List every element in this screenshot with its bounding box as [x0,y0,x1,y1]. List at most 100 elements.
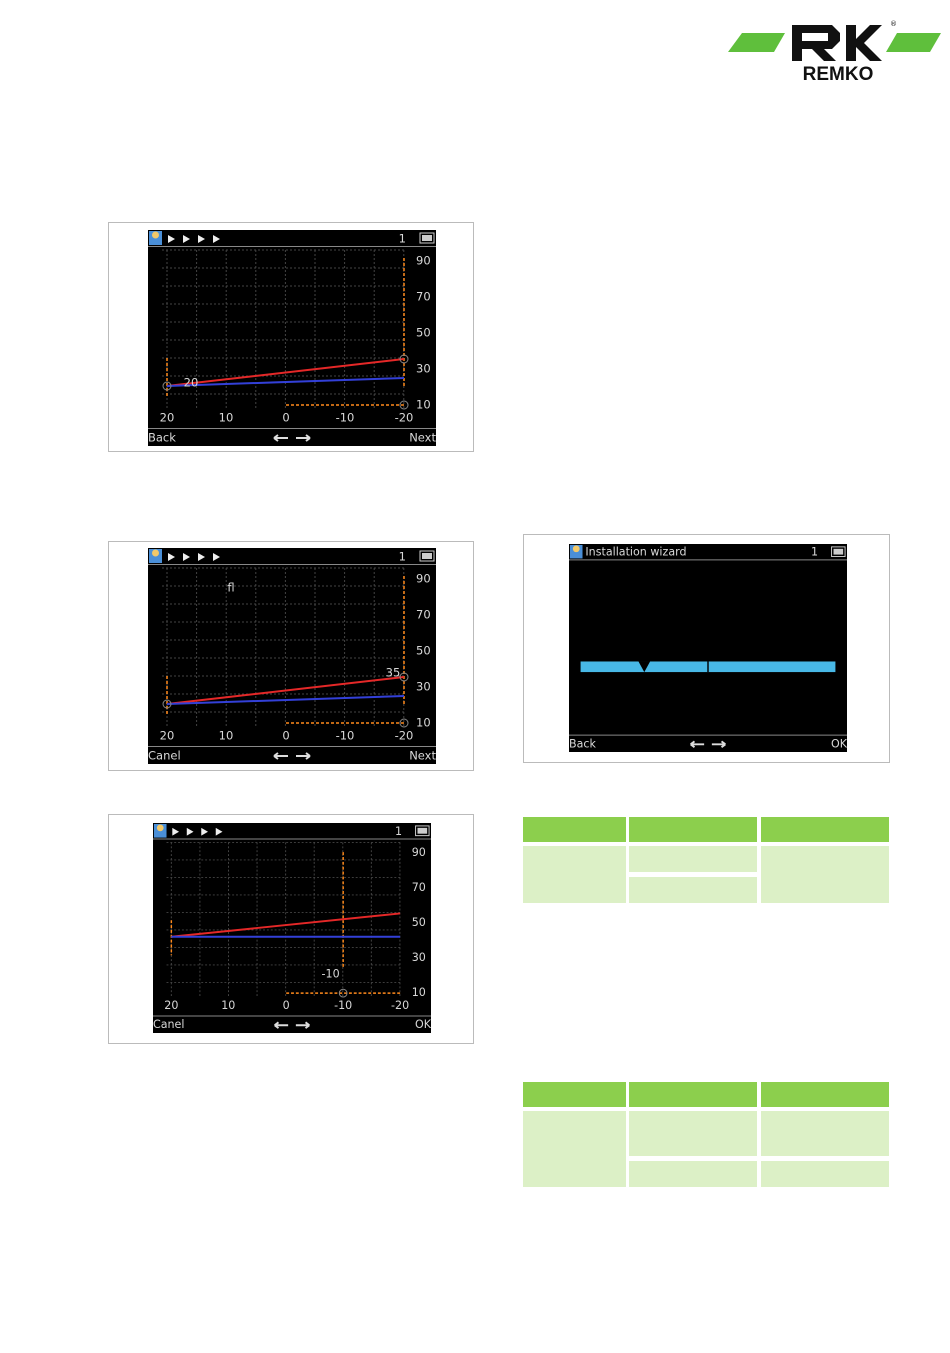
battery-icon [419,232,435,244]
step-arrow [201,827,209,836]
battery-icon [415,825,430,837]
table-header-cell [523,1082,626,1107]
progress-marker [638,661,651,673]
x-label: 10 [221,999,235,1012]
supply-curve [166,358,405,387]
page-number: 1 [399,550,406,564]
handle [162,699,172,709]
step-arrow [198,235,205,243]
table-cell [523,846,626,903]
step-arrow [213,235,220,243]
table-cell [761,846,889,903]
arrow-left [690,740,705,748]
screen-background [569,544,847,752]
user-icon-head [152,231,159,239]
registered-mark: ® [890,20,897,28]
table-header-cell [523,817,626,842]
frame [108,541,474,771]
handle [399,400,409,410]
table-cell [761,1161,889,1187]
return-curve [166,695,405,705]
right-button: Next [409,749,436,763]
battery-fill [422,235,432,241]
step-arrow [183,553,190,561]
logo: REMKO ® [728,20,941,85]
step-arrow [186,827,194,836]
annotation: 35 [386,666,401,680]
arrow-right [296,434,311,442]
y-label: 30 [412,951,426,964]
frame [108,814,474,1044]
battery-fill [833,548,844,555]
step-arrow [172,827,180,836]
supply-curve [166,676,405,705]
y-label: 50 [416,326,431,340]
handle [162,381,172,391]
x-label: -10 [336,729,355,743]
step-arrow [215,827,223,836]
arrow-right [295,1021,310,1029]
x-label: -20 [395,729,414,743]
page-number: 1 [399,232,406,246]
right-button: OK [415,1018,432,1031]
logo-bar-left [728,33,785,52]
y-label: 10 [416,716,431,730]
supply-curve [171,912,401,938]
table-cell [761,1111,889,1156]
device-screen: 1 Installation wizard Back OK [569,544,848,752]
x-label: -10 [336,411,355,425]
step-arrow [183,235,190,243]
x-label: 0 [282,729,289,743]
x-label: 10 [219,729,234,743]
battery-icon [419,550,435,562]
x-label: 20 [164,999,178,1012]
x-label: 10 [219,411,234,425]
y-label: 30 [416,680,431,694]
battery-icon [831,546,846,558]
x-label: -20 [391,999,409,1012]
x-label: 20 [160,411,175,425]
battery-fill [417,827,428,834]
left-button: Canel [148,749,181,763]
table [523,1082,889,1187]
table-header-cell [629,1082,757,1107]
user-icon-head [152,549,159,557]
y-label: 30 [416,362,431,376]
table-header-cell [761,817,889,842]
y-label: 90 [412,846,426,859]
y-label: 10 [416,398,431,412]
right-button: Next [409,431,436,445]
user-icon-head [572,545,580,553]
handle [338,988,348,998]
logo-bar-right [886,33,941,52]
arrow-left [273,434,288,442]
x-label: 20 [160,729,175,743]
table-cell [629,1161,757,1187]
y-label: 50 [412,916,426,929]
annotation: -10 [322,968,340,981]
logo-mark-k [846,25,882,61]
x-label: -20 [395,411,414,425]
x-label: -10 [334,999,352,1012]
left-button: Canel [153,1018,184,1031]
step-arrow [168,235,175,243]
device-screen: 1 90 70 50 30 10 20 10 0 -10 -20 fl 35 Canel Next [148,548,436,764]
handle [399,672,409,682]
table-cell [629,846,757,872]
table-cell [629,877,757,903]
wizard-title: Installation wizard [585,546,686,559]
battery-fill [422,553,432,559]
step-arrow [198,553,205,561]
frame [108,222,474,452]
screen-background [148,230,436,446]
table-header-cell [761,1082,889,1107]
annotation: 20 [184,376,199,390]
table-cell [629,1111,757,1156]
y-label: 70 [412,881,426,894]
y-label: 50 [416,644,431,658]
user-icon-head [156,824,164,832]
table-header-cell [629,817,757,842]
screen-background [153,823,431,1033]
y-label: 90 [416,572,431,586]
